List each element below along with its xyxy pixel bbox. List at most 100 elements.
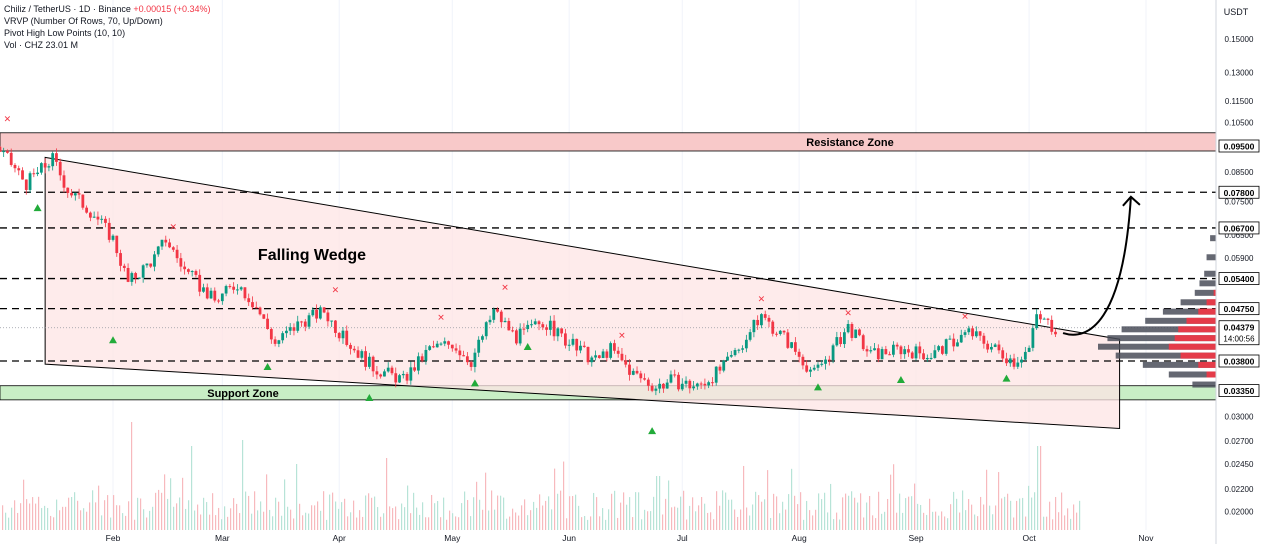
projection-arrowhead [1122, 195, 1141, 207]
price-tick-label: 0.08500 [1225, 168, 1254, 177]
candle-body [420, 356, 424, 361]
volume-bar [422, 502, 424, 530]
candle-body [458, 350, 462, 356]
candle-body [183, 266, 187, 270]
volume-bar [233, 498, 235, 530]
price-scale[interactable] [1216, 0, 1262, 544]
candle-body [974, 331, 978, 337]
candle-body [575, 338, 579, 351]
volume-bar [770, 517, 772, 530]
candle-body [733, 350, 737, 356]
volume-bar [251, 513, 253, 530]
time-tick-label: Apr [333, 533, 346, 543]
indicator-volume[interactable]: Vol · CHZ 23.01 M [4, 40, 79, 50]
candle-body [81, 194, 85, 208]
volume-bar [140, 498, 142, 530]
candle-body [782, 330, 786, 333]
candle-body [450, 344, 454, 349]
volume-bar [407, 485, 409, 530]
volume-bar [185, 508, 187, 530]
volume-bar [545, 500, 547, 530]
volume-bar [761, 501, 763, 530]
volume-bar [563, 461, 565, 530]
candle-body [718, 366, 722, 371]
volume-bar [398, 519, 400, 530]
volume-bar [758, 495, 760, 530]
indicator-pivots[interactable]: Pivot High Low Points (10, 10) [4, 28, 126, 38]
volume-bar [206, 502, 208, 530]
candle-body [28, 173, 32, 190]
volume-bar [38, 496, 40, 530]
candle-body [684, 380, 688, 384]
candle-body [665, 382, 669, 389]
volume-bar [1046, 516, 1048, 530]
candle-body [967, 328, 971, 333]
candle-body [556, 328, 560, 337]
candles [0, 145, 1057, 396]
candle-body [613, 343, 616, 351]
volume-bar [635, 492, 637, 530]
volume-bar [581, 517, 583, 530]
volume-bar [416, 507, 418, 530]
candle-body [469, 362, 473, 367]
volume-bar [887, 498, 889, 530]
volume-bar [188, 500, 190, 530]
candle-body [88, 212, 92, 218]
candle-body [17, 168, 21, 171]
candle-body [285, 330, 288, 334]
volume-bar [434, 503, 436, 530]
volume-bar [542, 505, 544, 530]
candle-body [899, 346, 903, 355]
volume-bar [155, 492, 157, 530]
candle-body [303, 321, 307, 327]
candle-body [447, 341, 450, 345]
candle-body [311, 309, 315, 316]
volume-bar [779, 513, 781, 530]
price-tick-label: 0.02450 [1225, 460, 1254, 469]
volume-bar [395, 506, 397, 530]
volume-bar [293, 518, 295, 530]
volume-bar [86, 511, 88, 530]
candle-body [650, 385, 654, 391]
resistance-zone-label: Resistance Zone [806, 137, 893, 149]
volume-bar [947, 518, 949, 530]
candle-body [13, 164, 17, 169]
volume-bar [392, 508, 394, 530]
volume-bar [674, 506, 676, 530]
time-scale[interactable] [0, 530, 1216, 544]
candle-body [790, 342, 793, 348]
volume-bar [965, 510, 967, 530]
profile-row-up [1186, 317, 1216, 324]
volume-bar [860, 493, 862, 530]
volume-bar [488, 510, 490, 530]
volume-bar [857, 502, 859, 530]
candle-body [586, 346, 590, 363]
candle-body [793, 342, 797, 352]
candle-body [922, 353, 925, 360]
symbol-header[interactable]: Chiliz / TetherUS · 1D · Binance +0.0001… [4, 4, 210, 15]
candle-body [952, 338, 956, 347]
candle-body [620, 353, 624, 361]
candle-body [579, 345, 582, 351]
volume-bar [950, 504, 952, 530]
candle-body [503, 320, 507, 323]
volume-bar [386, 458, 388, 530]
candle-body [398, 375, 401, 383]
indicator-vrvp[interactable]: VRVP (Number Of Rows, 70, Up/Down) [4, 16, 163, 26]
volume-bar [953, 491, 955, 530]
candle-body [933, 350, 937, 358]
volume-bar [110, 517, 112, 530]
volume-bar [485, 472, 487, 530]
volume-bar [659, 476, 661, 530]
candle-body [903, 349, 907, 355]
volume-bar [1058, 512, 1060, 530]
candle-body [111, 235, 115, 240]
price-tick-label: 0.07500 [1225, 197, 1254, 206]
volume-bar [317, 501, 319, 530]
volume-bar [989, 505, 991, 530]
candle-body [1046, 318, 1050, 320]
candle-body [32, 173, 36, 175]
candle-body [937, 346, 941, 351]
